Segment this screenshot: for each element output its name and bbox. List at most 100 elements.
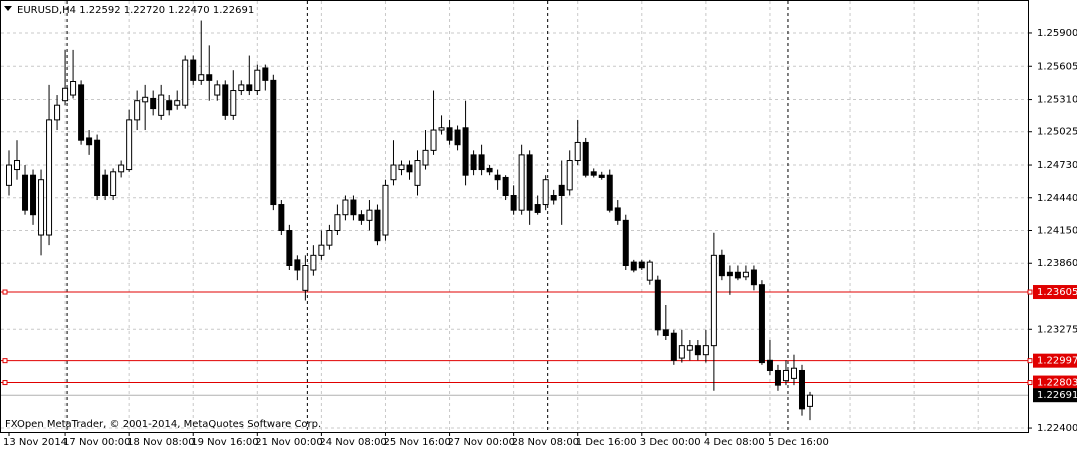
candle-body	[750, 269, 757, 286]
candle-body	[134, 100, 141, 121]
axes: 1.25900 1.25605 1.25310 1.25025 1.24730 1.244…	[3, 28, 1077, 448]
candle-body	[54, 104, 61, 121]
candle-body	[590, 171, 597, 176]
levels	[1, 289, 1033, 396]
candle-body	[566, 160, 573, 191]
price-label: 1.22691	[1037, 390, 1077, 401]
candle-body	[558, 184, 565, 197]
x-tick-label: 1 Dec 16:00	[576, 437, 637, 448]
candle-body	[798, 369, 805, 410]
x-tick-label: 25 Nov 16:00	[383, 437, 450, 448]
level-handle	[2, 289, 8, 295]
level-handle	[1027, 380, 1033, 386]
candle-body	[614, 207, 621, 221]
candle-body	[198, 74, 205, 81]
candle-body	[286, 230, 293, 266]
candle-body	[150, 97, 157, 110]
candle-body	[542, 179, 549, 206]
level-handle	[2, 380, 8, 386]
candle-body	[46, 119, 53, 236]
candle-body	[502, 176, 509, 197]
x-tick-label: 19 Nov 16:00	[191, 437, 258, 448]
candle-body	[158, 94, 165, 116]
candle-body	[438, 127, 445, 131]
header-high: 1.22720	[124, 5, 165, 16]
candle-body	[214, 84, 221, 96]
candle-body	[718, 254, 725, 277]
header-open: 1.22592	[79, 5, 120, 16]
candle-body	[526, 154, 533, 211]
candle-body	[446, 127, 453, 141]
candle-body	[454, 129, 461, 146]
candle-body	[342, 199, 349, 216]
level-label: 1.23605	[1037, 287, 1077, 298]
candle-body	[182, 59, 189, 106]
candle-body	[70, 81, 77, 96]
x-tick-label: 3 Dec 00:00	[640, 437, 701, 448]
candle-body	[782, 369, 789, 382]
candle-body	[326, 230, 333, 246]
footer: FXOpen MetaTrader, © 2001-2014, MetaQuot…	[5, 419, 321, 430]
candle-body	[118, 164, 125, 173]
x-tick-label: 4 Dec 08:00	[704, 437, 765, 448]
x-tick-label: 28 Nov 08:00	[512, 437, 579, 448]
candle-body	[358, 214, 365, 221]
candle-body	[78, 84, 85, 141]
x-tick-label: 17 Nov 00:00	[63, 437, 130, 448]
candle-body	[230, 90, 237, 116]
candle-body	[742, 271, 749, 278]
candle-body	[646, 261, 653, 281]
plot-frame	[0, 0, 1029, 433]
y-tick-label: 1.22400	[1037, 423, 1077, 434]
candle-body	[686, 345, 693, 351]
candle-body	[126, 119, 133, 171]
candles	[6, 20, 813, 421]
candle-body	[350, 199, 357, 216]
candle-body	[726, 271, 733, 277]
level-label: 1.22997	[1037, 356, 1077, 367]
candle-body	[534, 204, 541, 213]
candle-body	[94, 139, 101, 197]
candle-body	[318, 244, 325, 256]
candle-body	[606, 174, 613, 211]
candle-body	[430, 129, 437, 151]
candle-body	[206, 74, 213, 81]
candle-body	[390, 164, 397, 181]
candle-body	[246, 84, 253, 92]
y-tick-label: 1.25025	[1037, 127, 1077, 138]
candle-body	[654, 279, 661, 331]
candle-body	[662, 329, 669, 336]
candle-body	[510, 195, 517, 211]
candle-body	[598, 174, 605, 178]
y-tick-label: 1.24440	[1037, 193, 1077, 204]
candle-body	[14, 160, 21, 171]
y-tick-label: 1.24150	[1037, 226, 1077, 237]
price-label-box	[1033, 388, 1077, 403]
candle-body	[582, 141, 589, 176]
candle-body	[30, 174, 37, 216]
symbol: EURUSD,H4	[17, 5, 76, 16]
header-icon	[4, 6, 12, 11]
level-label-box	[1033, 285, 1077, 300]
candle-body	[807, 394, 813, 407]
candle-body	[310, 254, 317, 271]
candle-body	[622, 219, 629, 266]
candle-body	[574, 141, 581, 162]
candle-body	[86, 137, 93, 146]
candle-body	[710, 254, 717, 347]
y-tick-label: 1.25310	[1037, 95, 1077, 106]
level-handle	[2, 358, 8, 364]
candle-body	[486, 167, 493, 173]
candle-body	[22, 174, 29, 211]
candle-body	[382, 184, 389, 236]
candle-body	[166, 100, 173, 111]
candle-body	[270, 79, 277, 206]
candle-body	[518, 154, 525, 211]
candle-body	[670, 332, 677, 361]
y-tick-label: 1.25900	[1037, 28, 1077, 39]
candle-body	[774, 369, 781, 386]
candle-body	[6, 164, 12, 186]
candle-body	[102, 174, 109, 197]
